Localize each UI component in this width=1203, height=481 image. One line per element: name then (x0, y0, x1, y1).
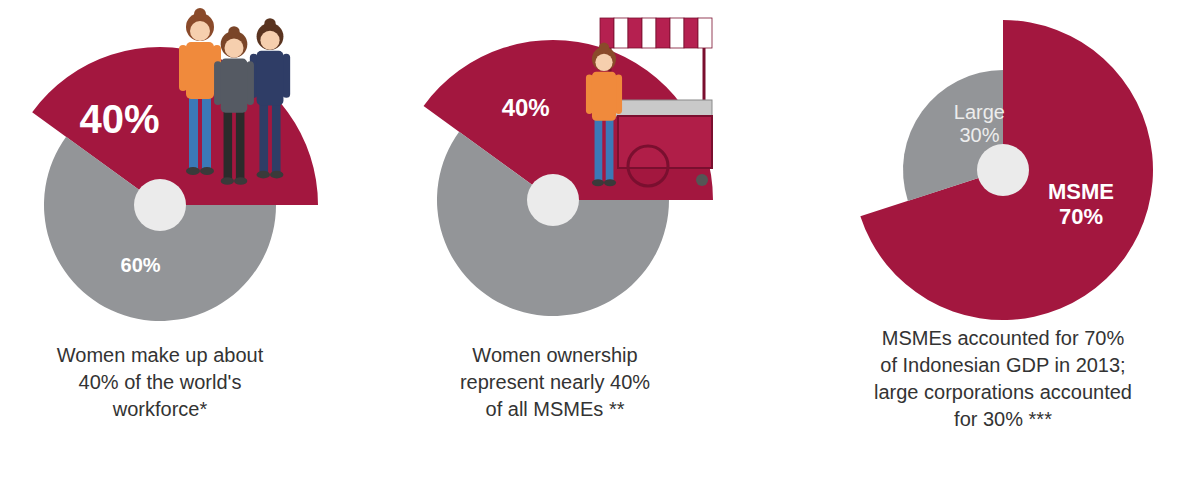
caption-line: workforce* (112, 398, 208, 420)
caption-line: Women make up about (57, 344, 264, 366)
pie-panel: 40% (424, 40, 713, 316)
awning-stripe (698, 18, 712, 48)
person-bun (194, 8, 206, 20)
caption-line: of all MSMEs ** (486, 398, 625, 420)
caption-line: MSMEs accounted for 70% (882, 327, 1125, 349)
person-shoe (592, 179, 604, 186)
awning-stripe (614, 18, 628, 48)
data-label: 60% (121, 254, 161, 276)
person-shoe (234, 177, 247, 185)
pie-slice (860, 20, 1153, 320)
cart-icon (600, 18, 712, 186)
pie-panel: MSME70% Large30% (860, 20, 1153, 320)
data-labels: 40% 60% (80, 97, 161, 276)
person-arm (179, 45, 187, 91)
person-icon (214, 26, 254, 185)
person-face (190, 21, 210, 41)
data-labels: MSME70% Large30% (954, 101, 1114, 228)
data-labels: 40% (502, 94, 550, 121)
person-leg (202, 96, 211, 170)
person-leg (606, 118, 614, 182)
person-leg (595, 118, 603, 182)
awning-stripe (628, 18, 642, 48)
person-leg (224, 110, 233, 180)
data-label: 30% (959, 124, 999, 146)
infographic: 40% 60% Women make up about 40% of the worl… (0, 0, 1203, 481)
caption: Women ownership represent nearly 40% of al… (460, 344, 650, 420)
cart-wheel (696, 174, 708, 186)
data-label: 70% (1059, 204, 1103, 229)
data-label: 40% (502, 94, 550, 121)
caption-line: Women ownership (472, 344, 637, 366)
awning-stripe (670, 18, 684, 48)
person-shoe (604, 179, 616, 186)
awning-stripe (642, 18, 656, 48)
person-face (260, 31, 279, 50)
person-bun (228, 26, 239, 37)
cart-wheel (628, 146, 668, 186)
person-leg (236, 110, 245, 180)
awning-stripe (684, 18, 698, 48)
pie-panel: 40% 60% (32, 47, 318, 321)
cart-top (612, 100, 712, 116)
person-body (257, 51, 284, 106)
person-arm (282, 54, 290, 98)
pie-hole (527, 174, 579, 226)
person-body (186, 42, 214, 99)
person-body (221, 59, 248, 113)
caption-line: for 30% *** (954, 408, 1052, 430)
person-leg (259, 103, 268, 174)
pie-slices (860, 20, 1153, 320)
icon-group (586, 18, 712, 186)
caption: Women make up about 40% of the world's wor… (57, 344, 264, 420)
person-body (592, 72, 616, 121)
person-shoe (186, 167, 200, 175)
pie-slices (32, 47, 318, 321)
person-shoe (270, 171, 283, 179)
data-label: 40% (80, 97, 160, 141)
person-icon (250, 18, 290, 178)
person-arm (214, 61, 222, 105)
pie-hole (977, 144, 1029, 196)
canvas: 40% 60% Women make up about 40% of the worl… (0, 0, 1203, 481)
caption-line: of Indonesian GDP in 2013; (880, 354, 1125, 376)
person-shoe (200, 167, 214, 175)
person-shoe (257, 171, 270, 179)
person-icon (179, 8, 221, 175)
person-face (595, 54, 612, 71)
caption-line: represent nearly 40% (460, 371, 650, 393)
person-leg (189, 96, 198, 170)
person-icon (586, 43, 622, 187)
cart-body (618, 116, 712, 168)
person-shoe (221, 177, 234, 185)
awning-stripe (656, 18, 670, 48)
person-arm (586, 74, 593, 114)
person-arm (246, 61, 254, 105)
caption: MSMEs accounted for 70% of Indonesian GDP… (874, 327, 1132, 430)
pie-slices (424, 40, 713, 316)
person-leg (272, 103, 281, 174)
caption-line: 40% of the world's (79, 371, 242, 393)
pie-hole (134, 179, 186, 231)
person-face (225, 39, 244, 58)
icon-group (179, 8, 290, 185)
person-bun (599, 43, 609, 53)
data-label: MSME (1048, 179, 1114, 204)
caption-line: large corporations accounted (874, 381, 1132, 403)
person-arm (615, 74, 622, 114)
person-bun (264, 18, 276, 30)
data-label: Large (954, 101, 1005, 123)
